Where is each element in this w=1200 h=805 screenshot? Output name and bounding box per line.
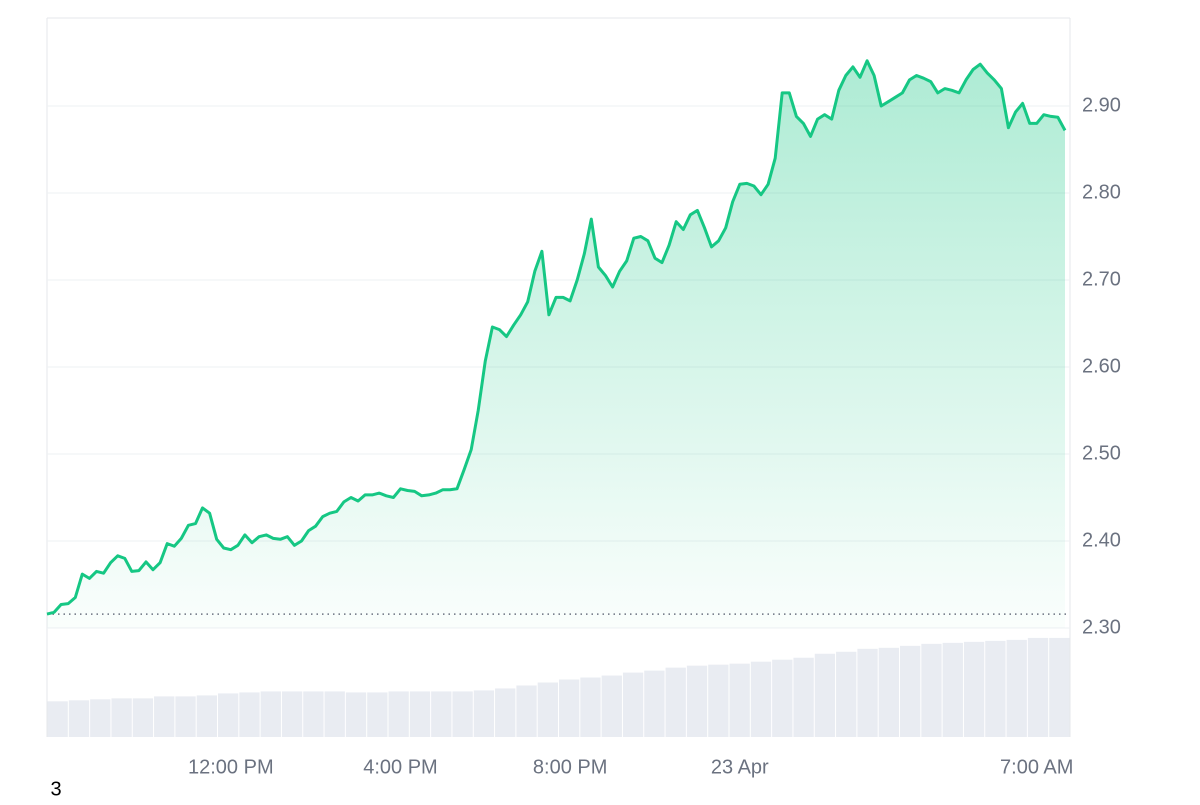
volume-bar: [772, 659, 793, 737]
volume-bar: [601, 675, 622, 737]
volume-bar: [559, 679, 580, 737]
y-tick-label: 2.60: [1082, 355, 1121, 377]
volume-bar: [452, 691, 473, 737]
y-tick-label: 2.30: [1082, 616, 1121, 638]
volume-bar: [303, 691, 324, 737]
y-tick-label: 2.90: [1082, 94, 1121, 116]
volume-bar: [281, 691, 303, 737]
volume-bar: [345, 692, 367, 737]
volume-bar: [175, 696, 196, 737]
volume-bar: [729, 663, 750, 737]
price-line: [46, 59, 1067, 616]
x-tick-label: 12:00 PM: [188, 756, 274, 778]
volume-bar: [686, 665, 708, 737]
x-tick-label: 4:00 PM: [363, 756, 437, 778]
footer-note: 3: [50, 778, 61, 800]
volume-bar: [260, 691, 281, 737]
volume-bar: [985, 640, 1006, 737]
volume-bar: [921, 643, 942, 737]
volume-bar: [154, 696, 175, 737]
volume-bar: [47, 701, 68, 737]
volume-bar: [708, 664, 729, 737]
y-tick-label: 2.50: [1082, 442, 1121, 464]
y-tick-label: 2.40: [1082, 529, 1121, 551]
volume-bar: [431, 691, 452, 737]
volume-bar: [1049, 637, 1070, 737]
volume-bar: [218, 693, 239, 737]
x-tick-label: 23 Apr: [711, 756, 769, 778]
volume-bar: [68, 700, 90, 737]
volume-bar: [473, 690, 495, 737]
volume-bar: [644, 670, 665, 737]
volume-bar: [132, 698, 154, 737]
volume-bar: [942, 642, 963, 737]
volume-bar: [1027, 637, 1049, 737]
volume-bar: [409, 691, 431, 737]
volume-bar: [196, 695, 217, 737]
x-tick-label: 8:00 PM: [533, 756, 607, 778]
volume-bar: [495, 688, 516, 737]
volume-bar: [239, 692, 260, 737]
volume-bar: [622, 672, 644, 737]
volume-bar: [963, 641, 985, 737]
volume-bar: [1006, 639, 1027, 737]
volume-bar: [665, 667, 686, 737]
y-tick-label: 2.80: [1082, 181, 1121, 203]
volume-bar: [516, 685, 537, 737]
y-tick-label: 2.70: [1082, 268, 1121, 290]
volume-bar: [793, 657, 814, 737]
volume-bar: [750, 661, 772, 737]
volume-bar: [90, 699, 111, 737]
x-tick-label: 7:00 AM: [1000, 756, 1073, 778]
volume-bar: [836, 651, 857, 737]
volume-bar: [857, 648, 878, 737]
volume-bar: [388, 691, 409, 737]
volume-bar: [878, 647, 899, 737]
volume-bar: [814, 653, 836, 737]
volume-bar: [537, 682, 558, 737]
volume-bar: [580, 677, 601, 737]
volume-bar: [367, 692, 388, 737]
volume-bar: [900, 645, 921, 737]
volume-bar: [111, 698, 132, 737]
volume-bar: [324, 691, 345, 737]
price-area: [47, 60, 1065, 629]
